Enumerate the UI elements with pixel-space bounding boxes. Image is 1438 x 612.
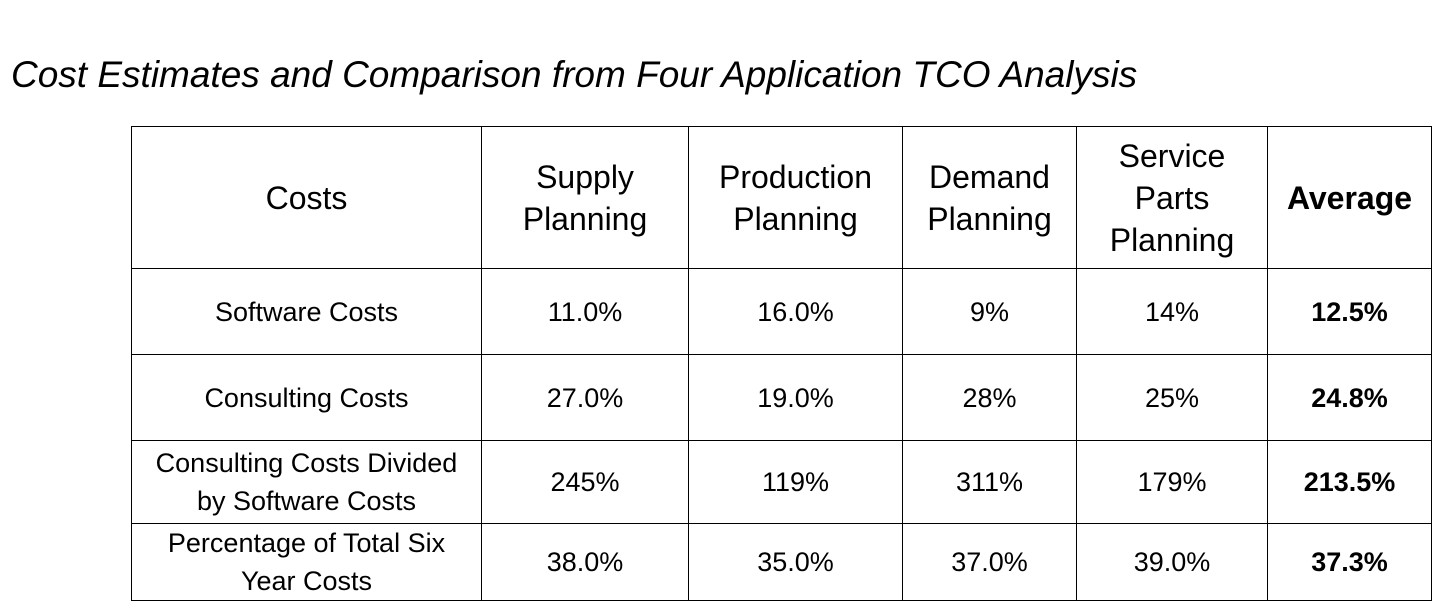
table-cell: 35.0% bbox=[688, 523, 903, 601]
row-label: Software Costs bbox=[131, 268, 482, 355]
average-cell: 37.3% bbox=[1267, 523, 1432, 601]
row-label: Percentage of Total Six Year Costs bbox=[131, 523, 482, 601]
table-cell: 39.0% bbox=[1076, 523, 1268, 601]
table-row: Consulting Costs 27.0% 19.0% 28% 25% 24.… bbox=[131, 354, 1432, 441]
header-production-planning: Production Planning bbox=[688, 126, 903, 269]
table-cell: 14% bbox=[1076, 268, 1268, 355]
table-cell: 37.0% bbox=[902, 523, 1077, 601]
table-cell: 38.0% bbox=[481, 523, 689, 601]
table-cell: 19.0% bbox=[688, 354, 903, 441]
row-label: Consulting Costs Divided by Software Cos… bbox=[131, 440, 482, 524]
table-cell: 28% bbox=[902, 354, 1077, 441]
table-cell: 16.0% bbox=[688, 268, 903, 355]
table-header-row: Costs Supply Planning Production Plannin… bbox=[131, 126, 1432, 269]
header-costs: Costs bbox=[131, 126, 482, 269]
row-label: Consulting Costs bbox=[131, 354, 482, 441]
header-service-parts-planning: Service Parts Planning bbox=[1076, 126, 1268, 269]
tco-comparison-table: Costs Supply Planning Production Plannin… bbox=[131, 126, 1432, 601]
table-row: Software Costs 11.0% 16.0% 9% 14% 12.5% bbox=[131, 268, 1432, 355]
table-cell: 179% bbox=[1076, 440, 1268, 524]
table-row: Percentage of Total Six Year Costs 38.0%… bbox=[131, 523, 1432, 601]
table-cell: 27.0% bbox=[481, 354, 689, 441]
table-cell: 311% bbox=[902, 440, 1077, 524]
table-cell: 11.0% bbox=[481, 268, 689, 355]
header-average: Average bbox=[1267, 126, 1432, 269]
average-cell: 24.8% bbox=[1267, 354, 1432, 441]
table-row: Consulting Costs Divided by Software Cos… bbox=[131, 440, 1432, 524]
table-cell: 119% bbox=[688, 440, 903, 524]
table-cell: 25% bbox=[1076, 354, 1268, 441]
average-cell: 12.5% bbox=[1267, 268, 1432, 355]
header-supply-planning: Supply Planning bbox=[481, 126, 689, 269]
average-cell: 213.5% bbox=[1267, 440, 1432, 524]
page-title: Cost Estimates and Comparison from Four … bbox=[11, 54, 1138, 95]
table-cell: 9% bbox=[902, 268, 1077, 355]
header-demand-planning: Demand Planning bbox=[902, 126, 1077, 269]
table-cell: 245% bbox=[481, 440, 689, 524]
